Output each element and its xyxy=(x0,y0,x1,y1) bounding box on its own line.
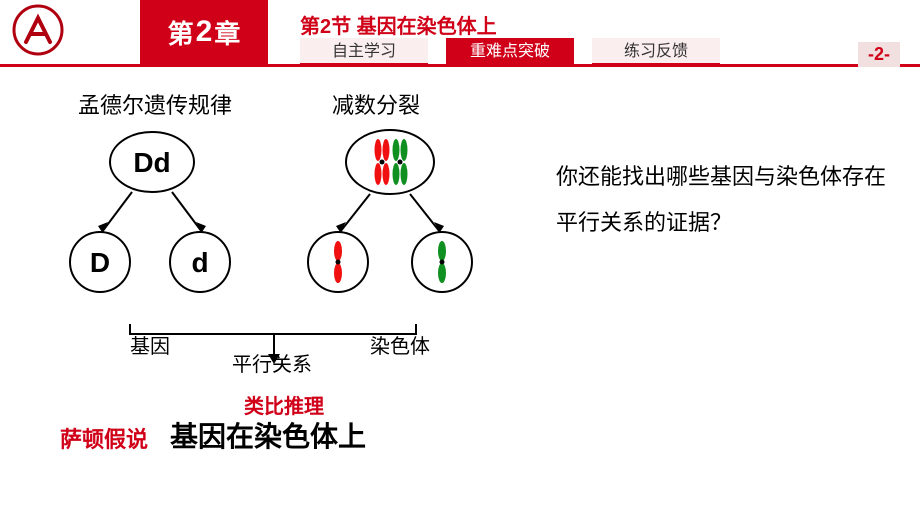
tab-self-study[interactable]: 自主学习 xyxy=(300,38,428,66)
section-title: 第2节 基因在染色体上 xyxy=(300,10,497,39)
chromosome-pair-red xyxy=(375,139,390,185)
child-right: d xyxy=(191,247,208,278)
chromosome-red-child xyxy=(334,241,342,283)
diagram: Dd D d xyxy=(60,112,500,432)
child-left: D xyxy=(90,247,110,278)
chromosome-pair-green xyxy=(393,139,408,185)
slide-content: 孟德尔遗传规律 减数分裂 Dd D d xyxy=(0,80,920,518)
gene-label: 基因 xyxy=(130,330,170,359)
conclusion: 基因在染色体上 xyxy=(170,415,366,455)
parallel-label: 平行关系 xyxy=(232,348,312,377)
chapter-number: 2 xyxy=(196,15,213,49)
chapter-badge: 第 2 章 xyxy=(140,0,268,64)
chapter-suffix: 章 xyxy=(214,14,240,51)
tab-key-points[interactable]: 重难点突破 xyxy=(446,38,574,66)
page-number: -2- xyxy=(858,42,900,67)
school-logo xyxy=(12,4,64,56)
parent-genotype: Dd xyxy=(133,147,170,178)
chromosome-green-child xyxy=(438,241,446,283)
question-text: 你还能找出哪些基因与染色体存在平行关系的证据？ xyxy=(556,154,896,246)
tab-exercises[interactable]: 练习反馈 xyxy=(592,38,720,66)
hypothesis-prefix: 萨顿假说 xyxy=(60,422,148,454)
tabs: 自主学习 重难点突破 练习反馈 xyxy=(300,38,720,66)
chapter-prefix: 第 xyxy=(168,14,194,51)
chromosome-label: 染色体 xyxy=(370,330,430,359)
